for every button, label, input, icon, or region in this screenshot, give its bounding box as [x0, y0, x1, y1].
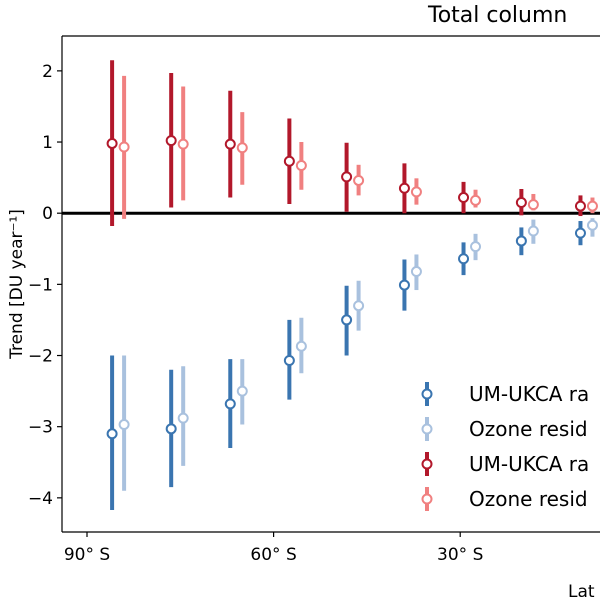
x-axis-label: Lat — [568, 582, 595, 600]
data-point — [586, 219, 598, 231]
data-point — [470, 241, 482, 253]
data-point — [283, 155, 295, 167]
data-point — [224, 398, 236, 410]
data-point — [527, 199, 539, 211]
series-0 — [106, 221, 586, 510]
data-point — [165, 423, 177, 435]
data-point — [398, 182, 410, 194]
y-tick-label: −4 — [28, 489, 53, 509]
legend-marker-point — [421, 388, 433, 400]
data-point — [410, 186, 422, 198]
data-point — [353, 174, 365, 186]
data-point — [236, 385, 248, 397]
y-tick-label: −2 — [28, 347, 53, 367]
legend-label: Ozone resid — [469, 487, 588, 511]
y-tick-label: −1 — [28, 275, 53, 295]
data-point — [236, 142, 248, 154]
data-point — [574, 227, 586, 239]
x-tick-label: 30° S — [437, 545, 483, 565]
data-point — [341, 171, 353, 183]
y-tick-label: 0 — [42, 204, 53, 224]
data-point — [515, 197, 527, 209]
data-point — [106, 428, 118, 440]
data-point — [295, 160, 307, 172]
x-tick-label: 60° S — [250, 545, 296, 565]
data-point — [295, 340, 307, 352]
data-point — [353, 300, 365, 312]
series-3 — [118, 75, 598, 219]
data-point — [177, 412, 189, 424]
series-1 — [118, 218, 598, 491]
chart-title: Total column — [427, 3, 567, 28]
data-point — [398, 279, 410, 291]
legend-marker-point — [421, 423, 433, 435]
data-point — [574, 200, 586, 212]
data-point — [341, 314, 353, 326]
data-point — [527, 225, 539, 237]
legend-label: UM-UKCA ra — [469, 452, 589, 476]
legend-marker-point — [421, 493, 433, 505]
y-tick-label: 2 — [42, 62, 53, 82]
legend-label: UM-UKCA ra — [469, 382, 589, 406]
series-2 — [106, 60, 586, 227]
data-point — [458, 253, 470, 265]
plot-area: 2 1 0 −1 −2 −3 −4 90° S 60° S 30° S — [28, 35, 600, 565]
legend: UM-UKCA ra Ozone resid UM-UKCA ra Ozone res… — [421, 382, 589, 511]
data-point — [283, 354, 295, 366]
data-point — [165, 135, 177, 147]
y-tick-label: 1 — [42, 133, 53, 153]
data-point — [515, 235, 527, 247]
legend-label: Ozone resid — [469, 417, 588, 441]
data-point — [118, 419, 130, 431]
y-axis-label: Trend [DU year⁻¹] — [7, 209, 27, 360]
data-point — [458, 192, 470, 204]
x-tick-label: 90° S — [64, 545, 110, 565]
data-point — [586, 200, 598, 212]
data-point — [470, 194, 482, 206]
data-point — [177, 138, 189, 150]
legend-marker-point — [421, 458, 433, 470]
y-tick-label: −3 — [28, 418, 53, 438]
data-point — [106, 137, 118, 149]
data-point — [410, 266, 422, 278]
data-point — [118, 141, 130, 153]
data-point — [224, 138, 236, 150]
